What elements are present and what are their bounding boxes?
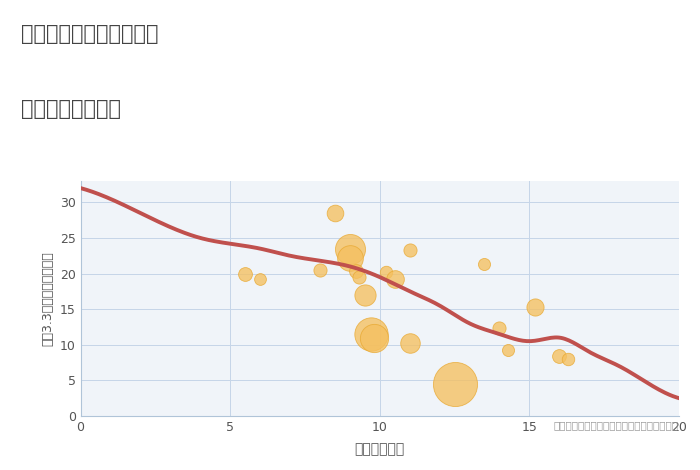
Point	[554, 352, 565, 360]
Point	[354, 274, 365, 281]
Point	[530, 303, 541, 311]
Point	[494, 325, 505, 332]
Point	[449, 380, 460, 388]
Point	[239, 270, 251, 277]
Point	[479, 260, 490, 268]
Point	[380, 268, 391, 276]
Text: 円の大きさは、取引のあった物件面積を示す: 円の大きさは、取引のあった物件面積を示す	[554, 420, 679, 430]
X-axis label: 駅距離（分）: 駅距離（分）	[355, 442, 405, 456]
Point	[563, 355, 574, 363]
Text: 三重県四日市市茂福町の: 三重県四日市市茂福町の	[21, 24, 158, 44]
Point	[255, 275, 266, 283]
Point	[329, 209, 340, 217]
Point	[503, 346, 514, 353]
Point	[314, 266, 326, 274]
Y-axis label: 坪（3.3㎡）単価（万円）: 坪（3.3㎡）単価（万円）	[41, 251, 54, 346]
Point	[344, 254, 356, 262]
Point	[365, 330, 377, 338]
Point	[359, 291, 370, 298]
Point	[389, 275, 400, 282]
Text: 駅距離別土地価格: 駅距離別土地価格	[21, 99, 121, 119]
Point	[344, 245, 356, 252]
Point	[404, 246, 415, 254]
Point	[404, 339, 415, 347]
Point	[350, 267, 361, 275]
Point	[368, 334, 379, 341]
